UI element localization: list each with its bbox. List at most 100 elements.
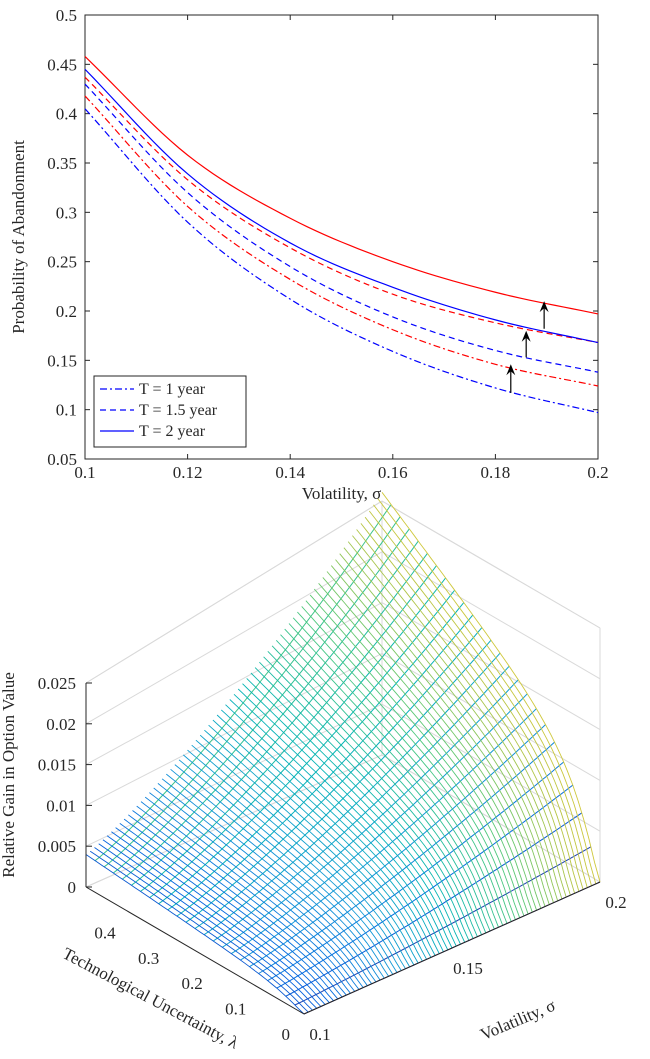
series-line	[84, 76, 599, 344]
x-tick-label: 0.14	[275, 463, 305, 482]
surface-mesh-line	[259, 661, 478, 937]
y-tick-label: 0.45	[47, 55, 77, 74]
surface-mesh-line	[335, 559, 554, 903]
surface-mesh-line	[284, 628, 504, 926]
surface-mesh-line	[225, 704, 444, 952]
surface-mesh-line	[119, 823, 339, 1000]
grid-line	[381, 551, 601, 680]
series-line	[84, 95, 599, 387]
surface-mesh-line	[373, 504, 592, 886]
surface-mesh-line	[153, 787, 373, 985]
grid-line	[85, 500, 383, 684]
x-tick-label: 0.2	[587, 463, 608, 482]
surface-mesh-line	[301, 606, 521, 918]
grid-line	[85, 602, 383, 766]
surface-mesh-line	[212, 719, 432, 958]
z-tick-label: 0	[68, 878, 77, 897]
surface-mesh-line	[275, 639, 495, 930]
grid-line	[85, 652, 383, 806]
surface-mesh-line	[356, 529, 576, 894]
grid-line	[381, 703, 601, 832]
arrow-head	[521, 330, 531, 342]
surface-mesh-line	[174, 764, 394, 975]
surface-mesh-line	[271, 645, 491, 932]
surface-mesh-line	[216, 714, 436, 956]
y-axis-line	[85, 886, 305, 1015]
surface-mesh-line	[170, 768, 389, 977]
y-axis-label: Probability of Abandonment	[9, 140, 28, 334]
surface-mesh-line	[106, 835, 326, 1005]
surface-mesh-line	[237, 688, 457, 947]
surface-mesh-line	[167, 602, 465, 911]
option-value-surface-chart: 0 0.005 0.01 0.015 0.02 0.025 0 0.1 0.2 0.3 0.4 0.1…	[0, 492, 627, 1053]
z-tick-label: 0.01	[46, 796, 76, 815]
surface-mesh-line	[305, 600, 525, 917]
axis-ticks: 0 0.005 0.01 0.015 0.02 0.025 0 0.1 0.2 0.3 0.4 0.1…	[38, 674, 627, 1044]
surface-mesh	[85, 492, 601, 1015]
surface-mesh-line	[242, 683, 461, 945]
surface-mesh-line	[140, 801, 360, 990]
surface-mesh-line	[94, 847, 313, 1011]
surface-mesh-line	[115, 827, 334, 1002]
surface-mesh-line	[85, 854, 305, 1015]
surface-mesh-line	[368, 510, 588, 888]
surface-mesh-line	[208, 724, 427, 960]
y-tick-label: 0.35	[47, 154, 77, 173]
z-tick-label: 0.02	[46, 715, 76, 734]
surface-mesh-line	[183, 754, 402, 971]
surface-mesh-line	[191, 744, 411, 968]
y-tick-label: 0.5	[56, 6, 77, 25]
arrow-head	[506, 364, 516, 376]
y-tick-label: 0.2	[182, 974, 203, 993]
series-line	[84, 108, 599, 414]
surface-mesh-line	[330, 565, 550, 905]
y-tick-label: 0.2	[56, 302, 77, 321]
series-line	[84, 56, 599, 315]
surface-mesh-line	[318, 583, 538, 911]
grid-line	[85, 551, 383, 725]
surface-mesh-line	[89, 850, 309, 1013]
arrow-head	[539, 301, 549, 313]
surface-mesh-line	[178, 759, 398, 973]
x-axis-label: Volatility, σ	[478, 996, 559, 1045]
surface-mesh-line	[222, 679, 519, 948]
surface-mesh-line	[246, 678, 466, 943]
surface-mesh-line	[132, 810, 351, 994]
surface-mesh-line	[292, 617, 512, 922]
surface-mesh-line	[343, 547, 563, 900]
surface-mesh-line	[128, 814, 347, 996]
surface-mesh-line	[161, 778, 381, 981]
surface-mesh-line	[123, 818, 343, 998]
y-tick-label: 0.3	[138, 949, 159, 968]
surface-mesh-line	[381, 492, 601, 883]
z-tick-label: 0.005	[38, 837, 76, 856]
surface-mesh-line	[229, 699, 449, 951]
y-tick-label: 0.4	[94, 923, 116, 942]
legend-box	[93, 375, 247, 448]
surface-mesh-line	[136, 805, 356, 992]
surface-mesh-line	[250, 672, 470, 941]
surface-mesh-line	[322, 577, 542, 909]
surface-mesh-line	[339, 553, 559, 902]
surface-mesh-line	[288, 623, 508, 924]
x-axis-label: Volatility, σ	[302, 484, 382, 503]
surface-mesh-line	[94, 504, 392, 862]
legend-label: T = 2 year	[139, 423, 206, 440]
series-line	[84, 68, 599, 344]
surface-mesh-line	[204, 729, 423, 962]
y-tick-label: 0.4	[56, 105, 78, 124]
surface-mesh-line	[254, 667, 474, 939]
y-tick-label: 0.3	[56, 203, 77, 222]
surface-mesh-line	[280, 634, 499, 928]
legend: T = 1 year T = 1.5 year T = 2 year	[93, 375, 247, 448]
x-tick-label: 0.12	[173, 463, 203, 482]
x-tick-label: 0.2	[605, 893, 626, 912]
surface-mesh-line	[309, 594, 529, 915]
series-line	[84, 83, 599, 373]
surface-mesh-line	[98, 843, 318, 1009]
surface-mesh-line	[347, 541, 567, 898]
z-tick-label: 0.025	[38, 674, 76, 693]
surface-mesh-line	[195, 739, 415, 966]
surface-mesh-line	[199, 734, 419, 964]
